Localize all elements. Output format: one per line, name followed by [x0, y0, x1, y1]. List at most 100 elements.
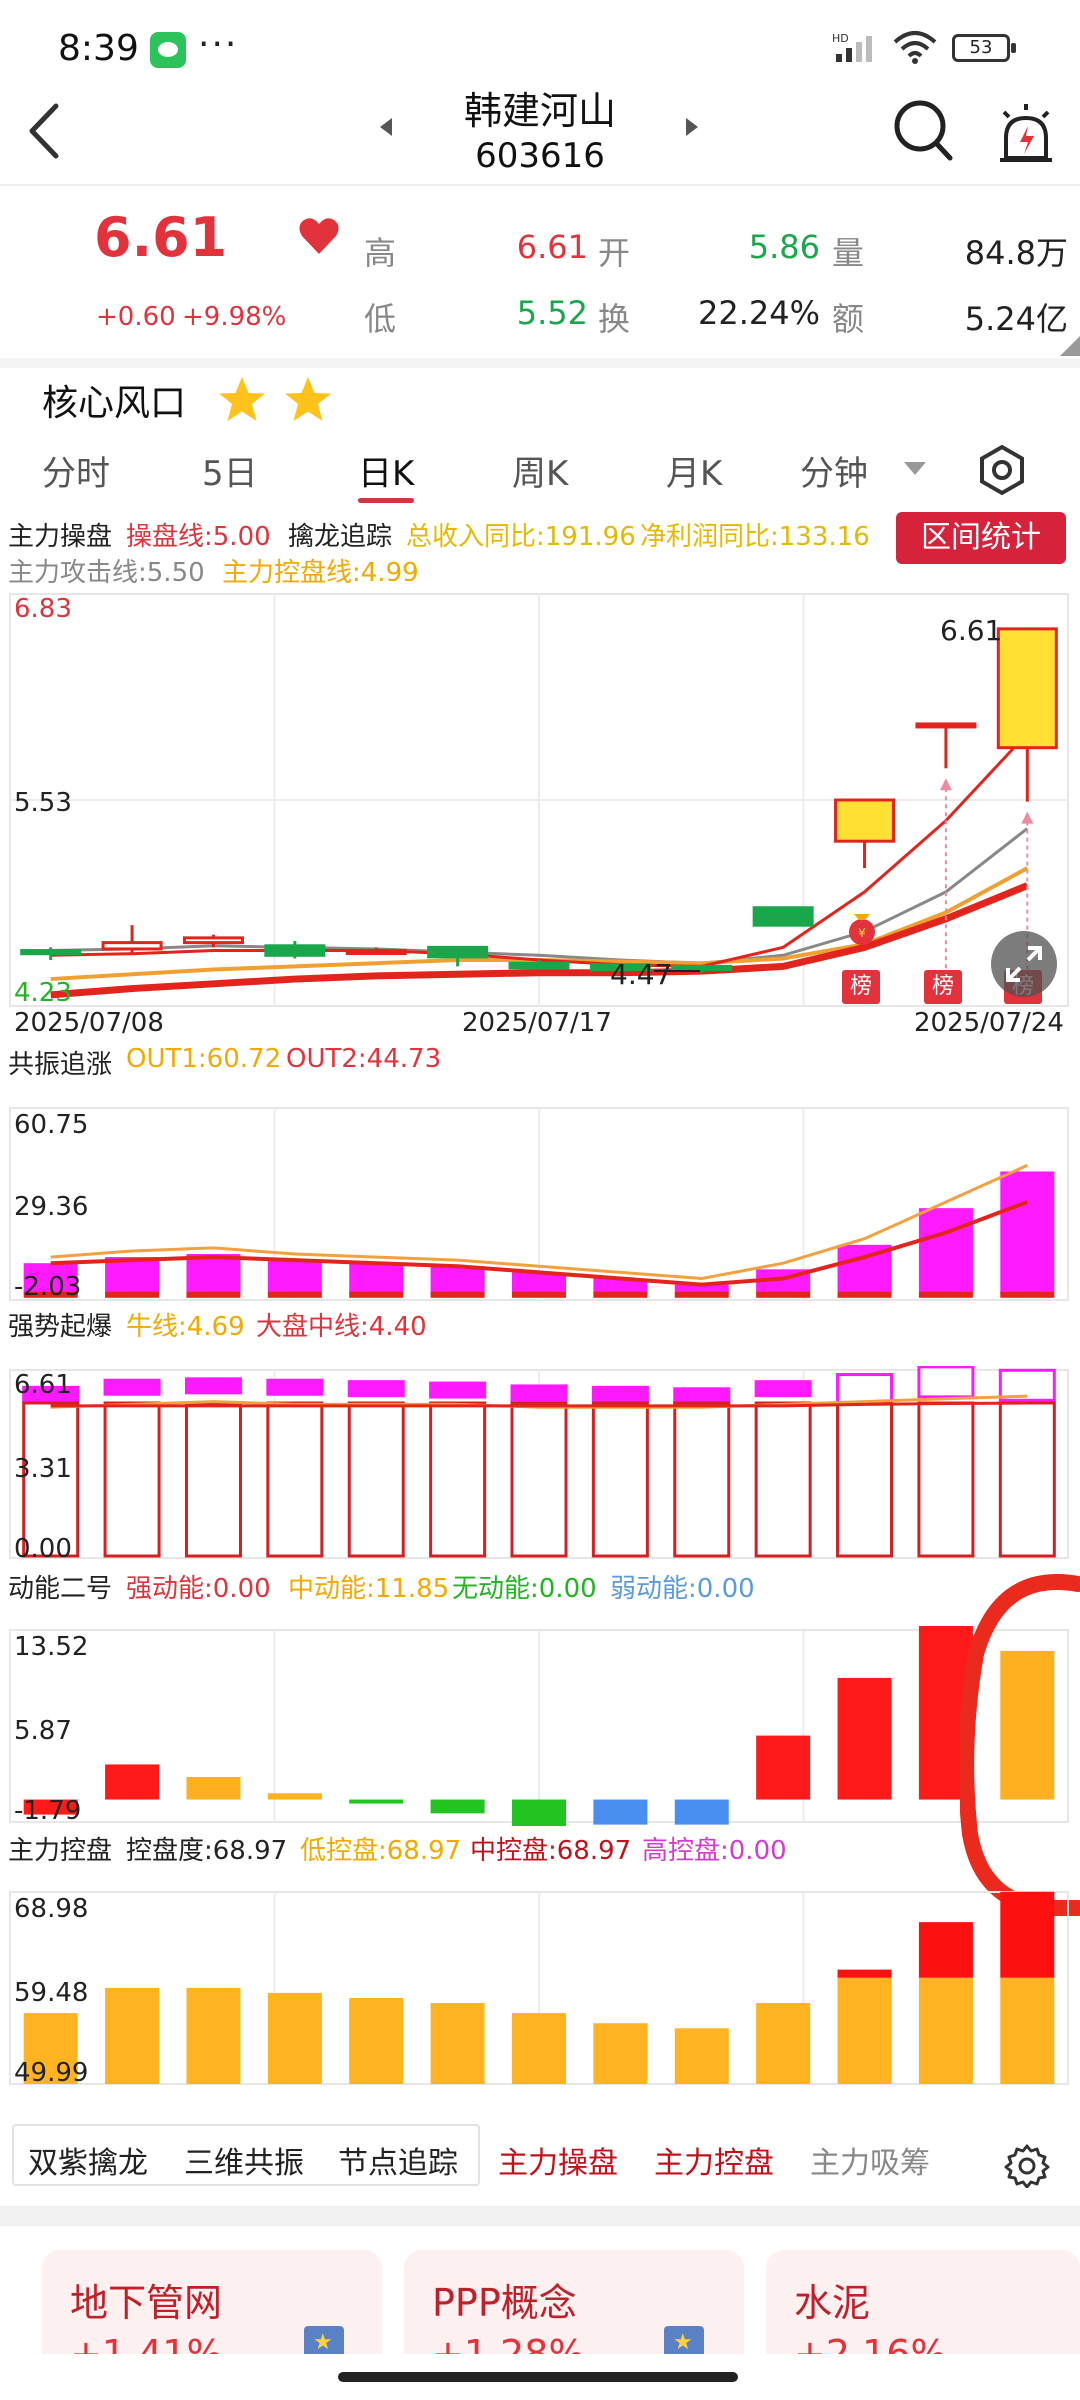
expand-icon[interactable]	[990, 930, 1058, 998]
tab-3d-resonance[interactable]: 三维共振	[184, 2146, 304, 2181]
bar	[918, 1977, 973, 2084]
alert-siren-icon[interactable]	[996, 102, 1056, 164]
chevron-down-icon[interactable]	[904, 462, 926, 475]
bar	[267, 1260, 322, 1294]
back-arrow-icon[interactable]	[20, 96, 70, 166]
range-stats-button[interactable]: 区间统计	[896, 512, 1066, 564]
bar	[512, 2013, 566, 2084]
bar-cap	[510, 1384, 568, 1402]
bar	[674, 1799, 729, 1825]
volume-value: 84.8万	[964, 234, 1068, 272]
low-price-label: 4.47	[610, 958, 673, 991]
hd-label: HD	[832, 32, 849, 45]
candle-body	[345, 949, 407, 956]
candle-body	[752, 906, 814, 927]
y-axis-max: 13.52	[14, 1632, 89, 1662]
bar-cap	[429, 1381, 487, 1399]
home-indicator[interactable]	[338, 2372, 738, 2382]
y-axis-min: 0.00	[14, 1534, 72, 1564]
bar-cap	[917, 1366, 975, 1399]
battery-icon: 53	[952, 34, 1016, 62]
tab-minute[interactable]: 分钟	[800, 454, 868, 494]
bar-base	[512, 1291, 566, 1298]
indicator-name: 主力控盘	[8, 1836, 113, 1866]
prev-stock-arrow-icon[interactable]	[380, 118, 392, 136]
indicator-line: OUT2:44.73	[286, 1044, 442, 1074]
more-notifications-icon: ···	[198, 24, 239, 65]
bar-base	[267, 1291, 322, 1298]
favorite-heart-icon[interactable]	[298, 216, 340, 256]
bar	[1000, 1171, 1055, 1294]
bar-base	[1000, 1291, 1055, 1298]
bar	[756, 2003, 811, 2084]
bar	[674, 2028, 729, 2084]
gear-icon[interactable]	[1004, 2142, 1050, 2188]
indicator-line: 主力攻击线:5.50	[8, 558, 205, 588]
bar-base	[105, 1291, 160, 1298]
price-change-pct: +9.98%	[182, 302, 287, 332]
indicator-line: 大盘中线:4.40	[256, 1312, 427, 1342]
control-chart	[9, 1891, 1069, 2085]
signal-arrow	[1021, 811, 1034, 824]
bar-base	[430, 1291, 485, 1298]
moving-average-line	[50, 882, 1029, 999]
bar-base	[186, 1291, 241, 1298]
bang-badge[interactable]: 榜	[842, 970, 880, 1004]
indicator-name: 动能二号	[8, 1574, 113, 1604]
bar-base	[349, 1291, 404, 1298]
high-price-label: 6.61	[940, 614, 1003, 647]
tab-daily-k[interactable]: 日K	[358, 454, 415, 494]
indicator-line: 控盘度:68.97	[126, 1836, 288, 1866]
tab-main-absorb[interactable]: 主力吸筹	[810, 2146, 930, 2181]
sector-name: PPP概念	[432, 2281, 577, 2325]
next-stock-arrow-icon[interactable]	[686, 118, 698, 136]
bar	[593, 1278, 648, 1294]
bang-badge[interactable]: 榜	[924, 970, 962, 1004]
active-tab-underline	[358, 498, 414, 503]
y-axis-min: 49.99	[14, 2058, 89, 2088]
tab-monthly-k[interactable]: 月K	[666, 454, 723, 494]
candle-body	[101, 941, 163, 951]
y-axis-max: 6.83	[14, 594, 72, 624]
y-axis-min: -2.03	[14, 1272, 82, 1302]
low-value: 5.52	[516, 294, 588, 332]
signal-arrow	[939, 778, 952, 791]
header-divider	[0, 184, 1080, 186]
candle-body	[264, 944, 326, 957]
bar	[430, 1799, 485, 1814]
search-icon[interactable]	[892, 98, 954, 164]
bar-cap	[836, 1373, 894, 1407]
low-label: 低	[364, 300, 397, 338]
tab-node-tracking[interactable]: 节点追踪	[338, 2146, 458, 2181]
x-axis-date: 2025/07/24	[914, 1008, 1064, 1038]
bar-cap	[347, 1380, 405, 1398]
kline-chart[interactable]	[0, 588, 1080, 1008]
bar	[837, 1677, 892, 1800]
sector-name: 地下管网	[70, 2281, 223, 2325]
status-time: 8:39	[58, 28, 139, 69]
bar-cap	[591, 1385, 649, 1403]
tab-weekly-k[interactable]: 周K	[512, 454, 569, 494]
bar-base	[837, 1291, 892, 1298]
y-axis-max: 68.98	[14, 1894, 89, 1924]
current-price: 6.61	[94, 206, 228, 269]
tab-main-operation[interactable]: 主力操盘	[498, 2146, 618, 2181]
section-separator	[0, 2206, 1080, 2226]
tab-intraday[interactable]: 分时	[42, 454, 110, 494]
bar	[593, 2023, 648, 2084]
indicator-line: 强动能:0.00	[126, 1574, 271, 1604]
bar	[186, 1254, 241, 1294]
y-axis-max: 6.61	[14, 1370, 72, 1400]
bar	[349, 1799, 404, 1804]
star-icon	[285, 377, 331, 421]
bar	[754, 1401, 812, 1558]
bar	[429, 1401, 487, 1558]
tab-5day[interactable]: 5日	[202, 454, 258, 494]
bar	[1000, 1650, 1055, 1800]
tab-main-control[interactable]: 主力控盘	[654, 2146, 774, 2181]
tab-double-purple[interactable]: 双紫擒龙	[28, 2146, 148, 2181]
chart-settings-icon[interactable]	[976, 444, 1028, 496]
candle-body	[589, 963, 651, 972]
bar	[105, 1764, 160, 1800]
